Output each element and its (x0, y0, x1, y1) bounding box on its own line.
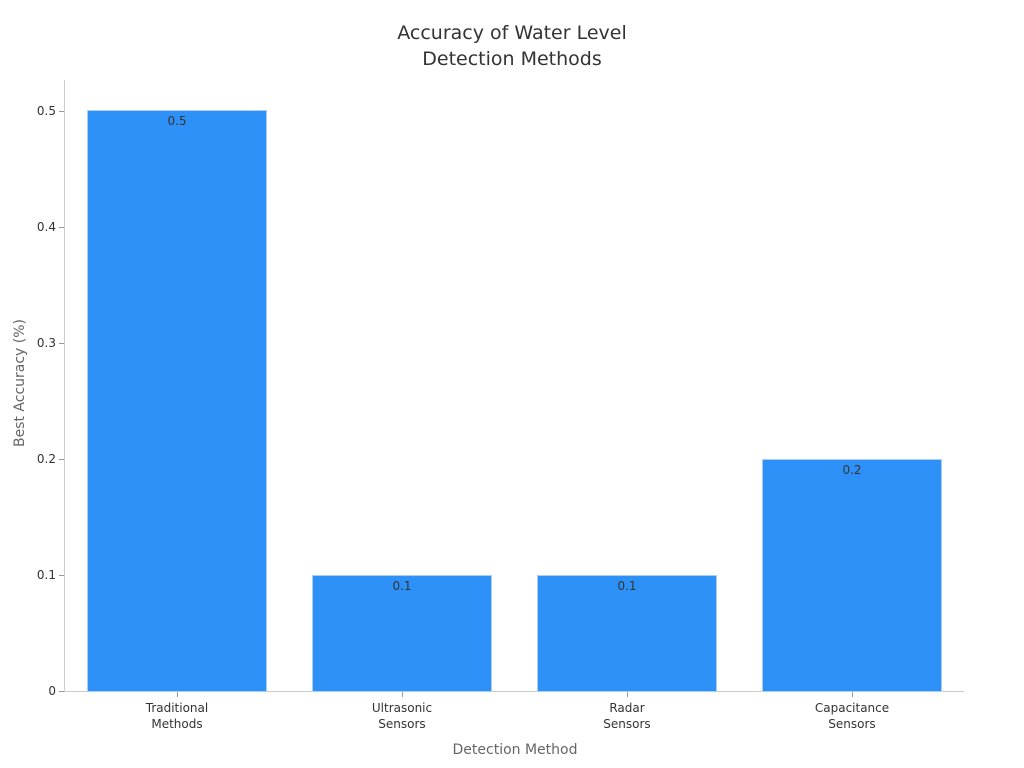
y-tick-mark (59, 227, 64, 228)
bar-ultrasonic-sensors: 0.1 (312, 575, 492, 692)
y-tick-mark (59, 575, 64, 576)
x-tick-label-line: Sensors (828, 717, 876, 731)
x-tick-label: Radar Sensors (527, 700, 727, 732)
x-tick-mark (627, 692, 628, 697)
bar-value-label: 0.2 (842, 463, 862, 477)
y-tick-mark (59, 343, 64, 344)
bar-traditional-methods: 0.5 (87, 110, 267, 692)
bar-value-label: 0.1 (392, 579, 412, 593)
x-axis-title: Detection Method (452, 742, 578, 758)
y-axis-title: Best Accuracy (%) (12, 318, 28, 448)
bar-value-label: 0.1 (617, 579, 637, 593)
y-tick-mark (59, 111, 64, 112)
x-tick-mark (402, 692, 403, 697)
chart-title-line-2: Detection Methods (422, 48, 602, 70)
x-tick-mark (177, 692, 178, 697)
y-tick-label: 0.4 (36, 220, 56, 234)
bar-capacitance-sensors: 0.2 (762, 459, 942, 692)
x-tick-label-line: Methods (151, 717, 203, 731)
bar-value-label: 0.5 (167, 114, 187, 128)
y-tick-label: 0.1 (36, 568, 56, 582)
x-tick-label-line: Capacitance (814, 701, 890, 715)
x-tick-label-line: Sensors (378, 717, 426, 731)
y-tick-mark (59, 459, 64, 460)
x-axis-line (64, 691, 964, 692)
x-tick-label: Traditional Methods (77, 700, 277, 732)
y-tick-label: 0.2 (36, 452, 56, 466)
chart-title: Accuracy of Water Level Detection Method… (0, 20, 1024, 72)
x-tick-label-line: Radar (609, 701, 645, 715)
y-axis-line (64, 80, 65, 692)
y-tick-label: 0 (48, 684, 56, 698)
y-tick-mark (59, 691, 64, 692)
x-tick-label-line: Traditional (145, 701, 209, 715)
y-tick-label: 0.3 (36, 336, 56, 350)
x-tick-label: Capacitance Sensors (752, 700, 952, 732)
x-tick-label: Ultrasonic Sensors (302, 700, 502, 732)
bar-radar-sensors: 0.1 (537, 575, 717, 692)
x-tick-mark (852, 692, 853, 697)
y-tick-label: 0.5 (36, 104, 56, 118)
chart-title-line-1: Accuracy of Water Level (397, 22, 627, 44)
x-tick-label-line: Ultrasonic (371, 701, 433, 715)
x-tick-label-line: Sensors (603, 717, 651, 731)
